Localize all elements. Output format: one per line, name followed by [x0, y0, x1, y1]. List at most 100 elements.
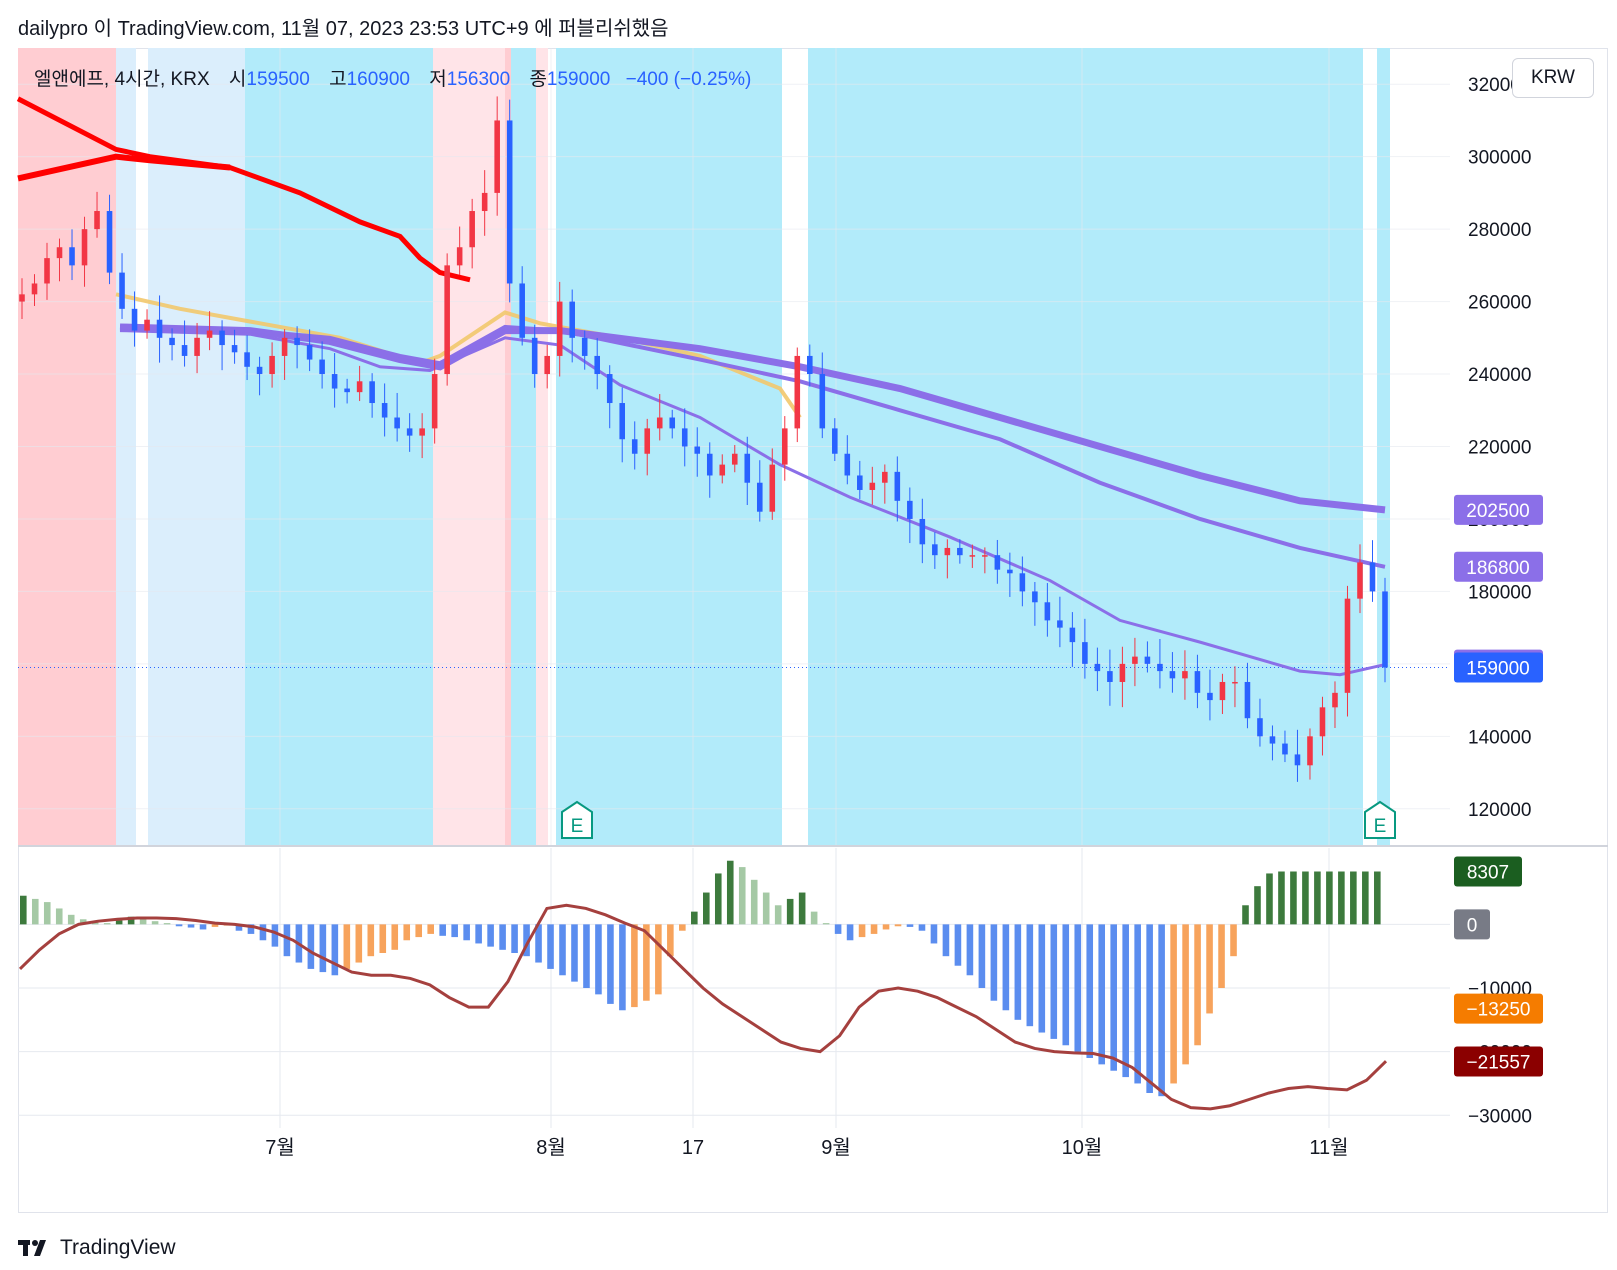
footer-brand-name: TradingView: [60, 1236, 176, 1259]
candle-body: [231, 345, 238, 353]
candle-body: [819, 374, 826, 429]
candle-body: [1244, 681, 1251, 719]
candle-body: [531, 337, 538, 375]
candle-body: [681, 428, 688, 447]
candle-body: [219, 330, 225, 346]
candle-body: [494, 120, 500, 193]
macd-bar: [1038, 924, 1046, 1033]
macd-bar: [1206, 924, 1213, 1014]
macd-bar: [1254, 886, 1261, 925]
candle-body: [1207, 692, 1213, 701]
macd-bar: [714, 873, 722, 925]
candle-body: [294, 337, 300, 346]
macd-bar: [834, 924, 842, 934]
candle-body: [919, 518, 926, 545]
candle-body: [431, 374, 438, 429]
macd-bar: [1290, 871, 1297, 925]
publish-header: dailypro 이 TradingView.com, 11월 07, 2023…: [18, 12, 669, 41]
macd-bar: [643, 924, 650, 1001]
candle-body: [1119, 663, 1126, 682]
macd-bar: [1182, 924, 1189, 1065]
ma-line: [16, 96, 471, 283]
candle-body: [631, 439, 638, 454]
candle-body: [1169, 671, 1176, 679]
candle-body: [769, 464, 776, 512]
candle-body: [1369, 562, 1376, 592]
macd-value-tag-label: −13250: [1467, 1000, 1531, 1021]
macd-bar: [1302, 871, 1309, 925]
candle-body: [206, 330, 213, 338]
candle-body: [119, 272, 125, 309]
macd-bar: [930, 924, 938, 944]
candle-body: [569, 301, 575, 338]
macd-bar: [331, 924, 339, 976]
macd-bar: [978, 924, 986, 988]
symbol-name[interactable]: 엘앤에프, 4시간, KRX: [34, 69, 210, 90]
macd-value-tag-label: 0: [1467, 915, 1478, 936]
candle-body: [406, 428, 413, 436]
macd-bar: [271, 924, 279, 947]
candle-body: [456, 247, 463, 266]
candle-body: [982, 555, 988, 557]
candle-body: [331, 374, 338, 389]
macd-bar: [259, 924, 267, 941]
macd-bar: [1110, 924, 1117, 1071]
x-tick-label: 10월: [1062, 1136, 1103, 1159]
price-tag: [1454, 652, 1543, 683]
candle-body: [1007, 569, 1013, 574]
macd-bar: [379, 924, 387, 953]
macd-bar: [679, 924, 686, 931]
macd-bar: [966, 924, 974, 976]
candle-body: [369, 381, 375, 404]
ohlc-legend: 엘앤에프, 4시간, KRX 시159500 고160900 저156300 종…: [34, 64, 751, 91]
author-name[interactable]: dailypro: [18, 18, 89, 40]
macd-bar: [1014, 924, 1022, 1020]
y-tick-label: 240000: [1468, 365, 1531, 386]
macd-bar: [175, 924, 183, 927]
footer-brand[interactable]: TradingView: [18, 1236, 176, 1260]
macd-bar: [199, 924, 207, 930]
candle-body: [481, 192, 488, 212]
macd-bar: [187, 924, 195, 928]
macd-bar: [247, 924, 255, 934]
candle-body: [19, 294, 25, 302]
macd-bar: [511, 924, 518, 953]
macd-bar: [1362, 871, 1369, 925]
candle-body: [1232, 681, 1238, 684]
candle-body: [381, 403, 388, 418]
candle-body: [1094, 663, 1101, 672]
currency-button[interactable]: KRW: [1512, 58, 1594, 98]
candle-body: [807, 355, 813, 375]
candle-body: [656, 417, 663, 429]
ma-line: [17, 153, 231, 182]
macd-bar: [343, 924, 351, 969]
candle-body: [1307, 736, 1313, 766]
macd-bar: [559, 924, 566, 976]
candle-body: [31, 283, 38, 295]
macd-bar: [1062, 924, 1070, 1046]
candle-body: [1344, 598, 1351, 693]
macd-signal-line: [18, 903, 1388, 1111]
macd-bar: [691, 911, 698, 925]
candle-body: [106, 211, 113, 273]
macd-bar: [1230, 924, 1237, 957]
candle-body: [594, 355, 600, 375]
y-tick-label: 280000: [1468, 220, 1531, 241]
macd-bar: [499, 924, 506, 950]
macd-bar: [906, 924, 914, 927]
x-tick-label: 11월: [1309, 1136, 1348, 1159]
macd-bar: [1098, 924, 1106, 1065]
macd-bar: [774, 905, 782, 925]
candle-body: [181, 345, 188, 356]
macd-bar: [1026, 924, 1034, 1027]
macd-bar: [571, 924, 578, 982]
candle-body: [1332, 692, 1338, 708]
candle-body: [857, 475, 863, 490]
macd-bar: [487, 924, 494, 947]
candle-body: [1069, 627, 1076, 643]
candle-body: [544, 355, 550, 375]
x-tick-label: 9월: [821, 1136, 851, 1159]
candle-body: [794, 355, 801, 429]
candle-body: [306, 345, 313, 360]
